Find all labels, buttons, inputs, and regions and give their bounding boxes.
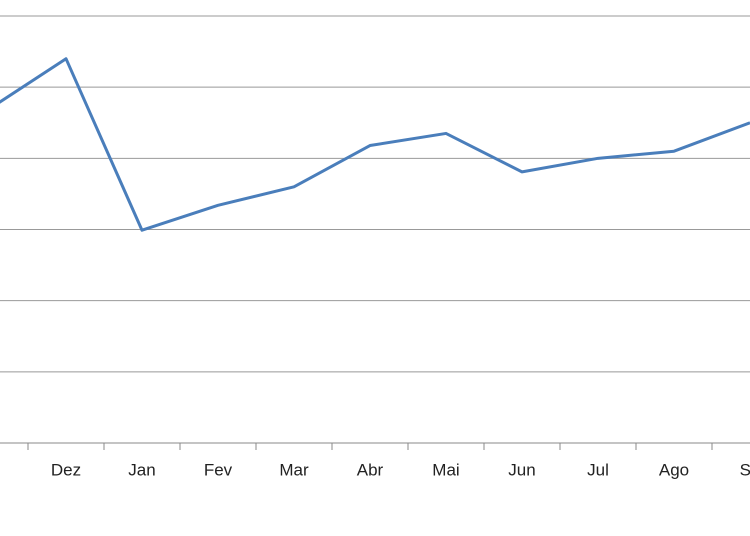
- x-tick-label: Mar: [279, 460, 309, 479]
- data-line: [0, 57, 750, 232]
- x-tick-label: Abr: [357, 460, 384, 479]
- x-tick-label: Dez: [51, 460, 81, 479]
- x-tick-label: Jun: [508, 460, 535, 479]
- x-tick-label: Mai: [432, 460, 459, 479]
- x-tick-label: Jul: [587, 460, 609, 479]
- x-tick-label: Jan: [128, 460, 155, 479]
- x-tick-label: Fev: [204, 460, 233, 479]
- x-tick-label: Ago: [659, 460, 689, 479]
- x-tick-label: Se: [740, 460, 750, 479]
